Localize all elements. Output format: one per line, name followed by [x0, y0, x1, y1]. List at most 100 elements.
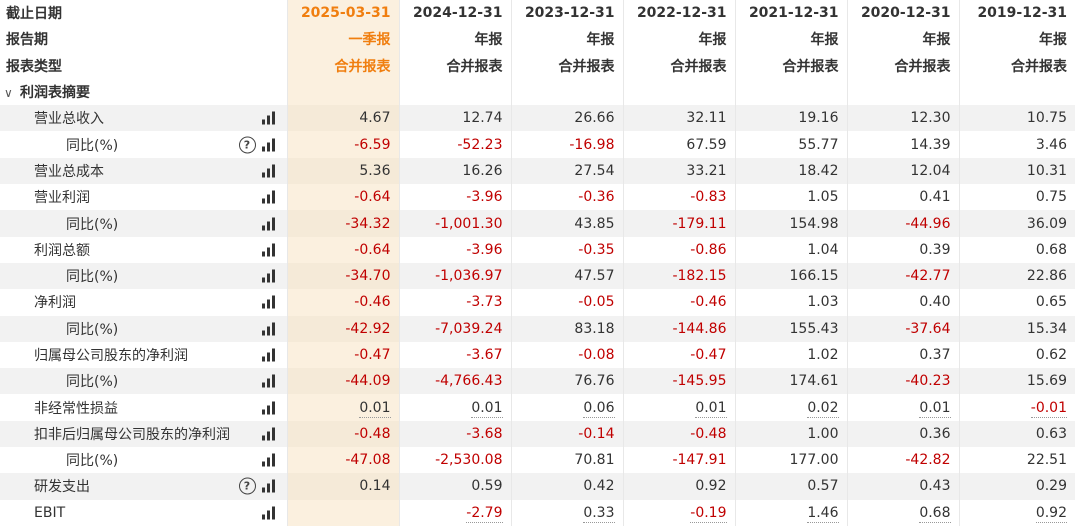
value-text: -3.68	[466, 425, 503, 442]
help-icon[interactable]: ?	[238, 477, 256, 495]
header-cell: 2022-12-31	[622, 0, 735, 27]
value-cell: -144.86	[622, 315, 735, 342]
row-label: 非经常性损益	[34, 400, 118, 417]
table-row: 营业利润 -0.64 -3.96 -0.36 -0.83 1.05 0.41 0.75	[0, 184, 1075, 211]
value-cell: -42.82	[846, 447, 959, 474]
row-icons	[261, 164, 275, 178]
value-text[interactable]: 0.92	[1035, 504, 1067, 523]
table-row: 扣非后归属母公司股东的净利润 -0.48 -3.68 -0.14 -0.48 1.00 0.…	[0, 420, 1075, 448]
value-text: 1.05	[807, 189, 839, 206]
value-cell: -3.96	[398, 236, 511, 263]
value-text[interactable]: -0.19	[690, 504, 727, 523]
value-text: -144.86	[672, 320, 727, 337]
value-cell: 19.16	[734, 105, 847, 132]
value-text[interactable]: -2.79	[466, 504, 503, 523]
value-cell: -0.36	[510, 184, 623, 211]
row-label: 营业总收入	[34, 111, 104, 128]
bar-chart-icon[interactable]	[261, 479, 275, 493]
table-row: 非经常性损益 0.01 0.01 0.06 0.01 0.02 0.01 -0.01	[0, 394, 1075, 421]
value-cell: -4,766.43	[398, 368, 511, 395]
value-cell: 47.57	[510, 262, 623, 290]
header-label: 报告期	[0, 26, 287, 53]
value-text: -47.08	[345, 452, 391, 469]
row-label-cell: 利润总额	[0, 236, 287, 263]
bar-chart-icon[interactable]	[261, 401, 275, 415]
value-cell: 0.59	[398, 473, 511, 500]
value-text: -37.64	[905, 320, 951, 337]
value-text: 0.43	[919, 478, 951, 495]
value-text[interactable]: 0.01	[359, 399, 391, 418]
bar-chart-icon[interactable]	[261, 138, 275, 152]
value-text: 0.57	[807, 478, 839, 495]
header-cell[interactable]: 合并报表	[286, 52, 399, 79]
value-cell: 155.43	[734, 315, 847, 342]
header-cell[interactable]: 一季报	[286, 26, 399, 53]
bar-chart-icon[interactable]	[261, 243, 275, 257]
value-cell: -1,036.97	[398, 262, 511, 290]
bar-chart-icon[interactable]	[261, 427, 275, 441]
value-cell: 0.01	[398, 394, 511, 421]
header-cell[interactable]: 2025-03-31	[286, 0, 399, 27]
value-cell: 0.01	[286, 394, 399, 421]
help-icon[interactable]: ?	[238, 136, 256, 154]
value-text: -52.23	[457, 136, 503, 153]
value-text[interactable]: 0.01	[471, 399, 503, 418]
bar-chart-icon[interactable]	[261, 295, 275, 309]
value-text: 3.46	[1035, 136, 1067, 153]
bar-chart-icon[interactable]	[261, 374, 275, 388]
value-text: 15.69	[1026, 373, 1067, 390]
section-row[interactable]: ∨ 利润表摘要	[0, 78, 1075, 106]
table-row: 同比(%) -47.08 -2,530.08 70.81 -147.91 177.00 -4…	[0, 447, 1075, 474]
value-cell: 0.36	[846, 420, 959, 448]
bar-chart-icon[interactable]	[261, 190, 275, 204]
value-text: 16.26	[462, 162, 503, 179]
value-text: 154.98	[789, 215, 839, 232]
value-text: -3.96	[466, 241, 503, 258]
value-text[interactable]: -0.01	[1030, 399, 1067, 418]
bar-chart-icon[interactable]	[261, 217, 275, 231]
header-cell: 年报	[622, 26, 735, 53]
value-text[interactable]: 0.68	[919, 504, 951, 523]
value-cell: 0.01	[622, 394, 735, 421]
value-cell: 154.98	[734, 210, 847, 237]
section-header[interactable]: ∨ 利润表摘要	[0, 78, 287, 106]
value-cell: 0.92	[622, 473, 735, 500]
value-text[interactable]: 0.01	[919, 399, 951, 418]
header-cell: 合并报表	[734, 52, 847, 79]
value-text: 0.62	[1035, 347, 1067, 363]
value-text: 0.14	[359, 478, 391, 495]
header-label: 截止日期	[0, 0, 287, 27]
bar-chart-icon[interactable]	[261, 164, 275, 178]
row-label-cell: 净利润	[0, 289, 287, 316]
bar-chart-icon[interactable]	[261, 348, 275, 362]
value-cell: 16.26	[398, 157, 511, 185]
value-text: -44.09	[345, 373, 391, 390]
row-icons: ?	[238, 477, 275, 495]
value-cell: 76.76	[510, 368, 623, 395]
value-text: 0.41	[919, 189, 951, 206]
value-text[interactable]: 0.02	[807, 399, 839, 418]
row-label-cell: 同比(%)	[0, 368, 287, 395]
value-cell: 1.46	[734, 499, 847, 526]
value-text[interactable]: 0.06	[583, 399, 615, 418]
bar-chart-icon[interactable]	[261, 453, 275, 467]
table-row: 营业总收入 4.67 12.74 26.66 32.11 19.16 12.30 10.75	[0, 105, 1075, 132]
value-cell: 12.74	[398, 105, 511, 132]
value-text: 12.04	[910, 162, 951, 179]
value-text: -4,766.43	[435, 373, 503, 390]
bar-chart-icon[interactable]	[261, 269, 275, 283]
bar-chart-icon[interactable]	[261, 111, 275, 125]
row-label: 营业利润	[34, 190, 90, 207]
value-text[interactable]: 1.46	[807, 504, 839, 523]
row-label: 同比(%)	[66, 374, 119, 391]
value-text[interactable]: 0.01	[695, 399, 727, 418]
chevron-down-icon[interactable]: ∨	[4, 86, 13, 101]
value-cell: 26.66	[510, 105, 623, 132]
row-icons	[261, 243, 275, 257]
bar-chart-icon[interactable]	[261, 506, 275, 520]
value-text: 0.39	[919, 241, 951, 258]
value-cell: -3.67	[398, 341, 511, 369]
value-text[interactable]: 0.33	[583, 504, 615, 523]
value-text: 36.09	[1026, 215, 1067, 232]
bar-chart-icon[interactable]	[261, 322, 275, 336]
